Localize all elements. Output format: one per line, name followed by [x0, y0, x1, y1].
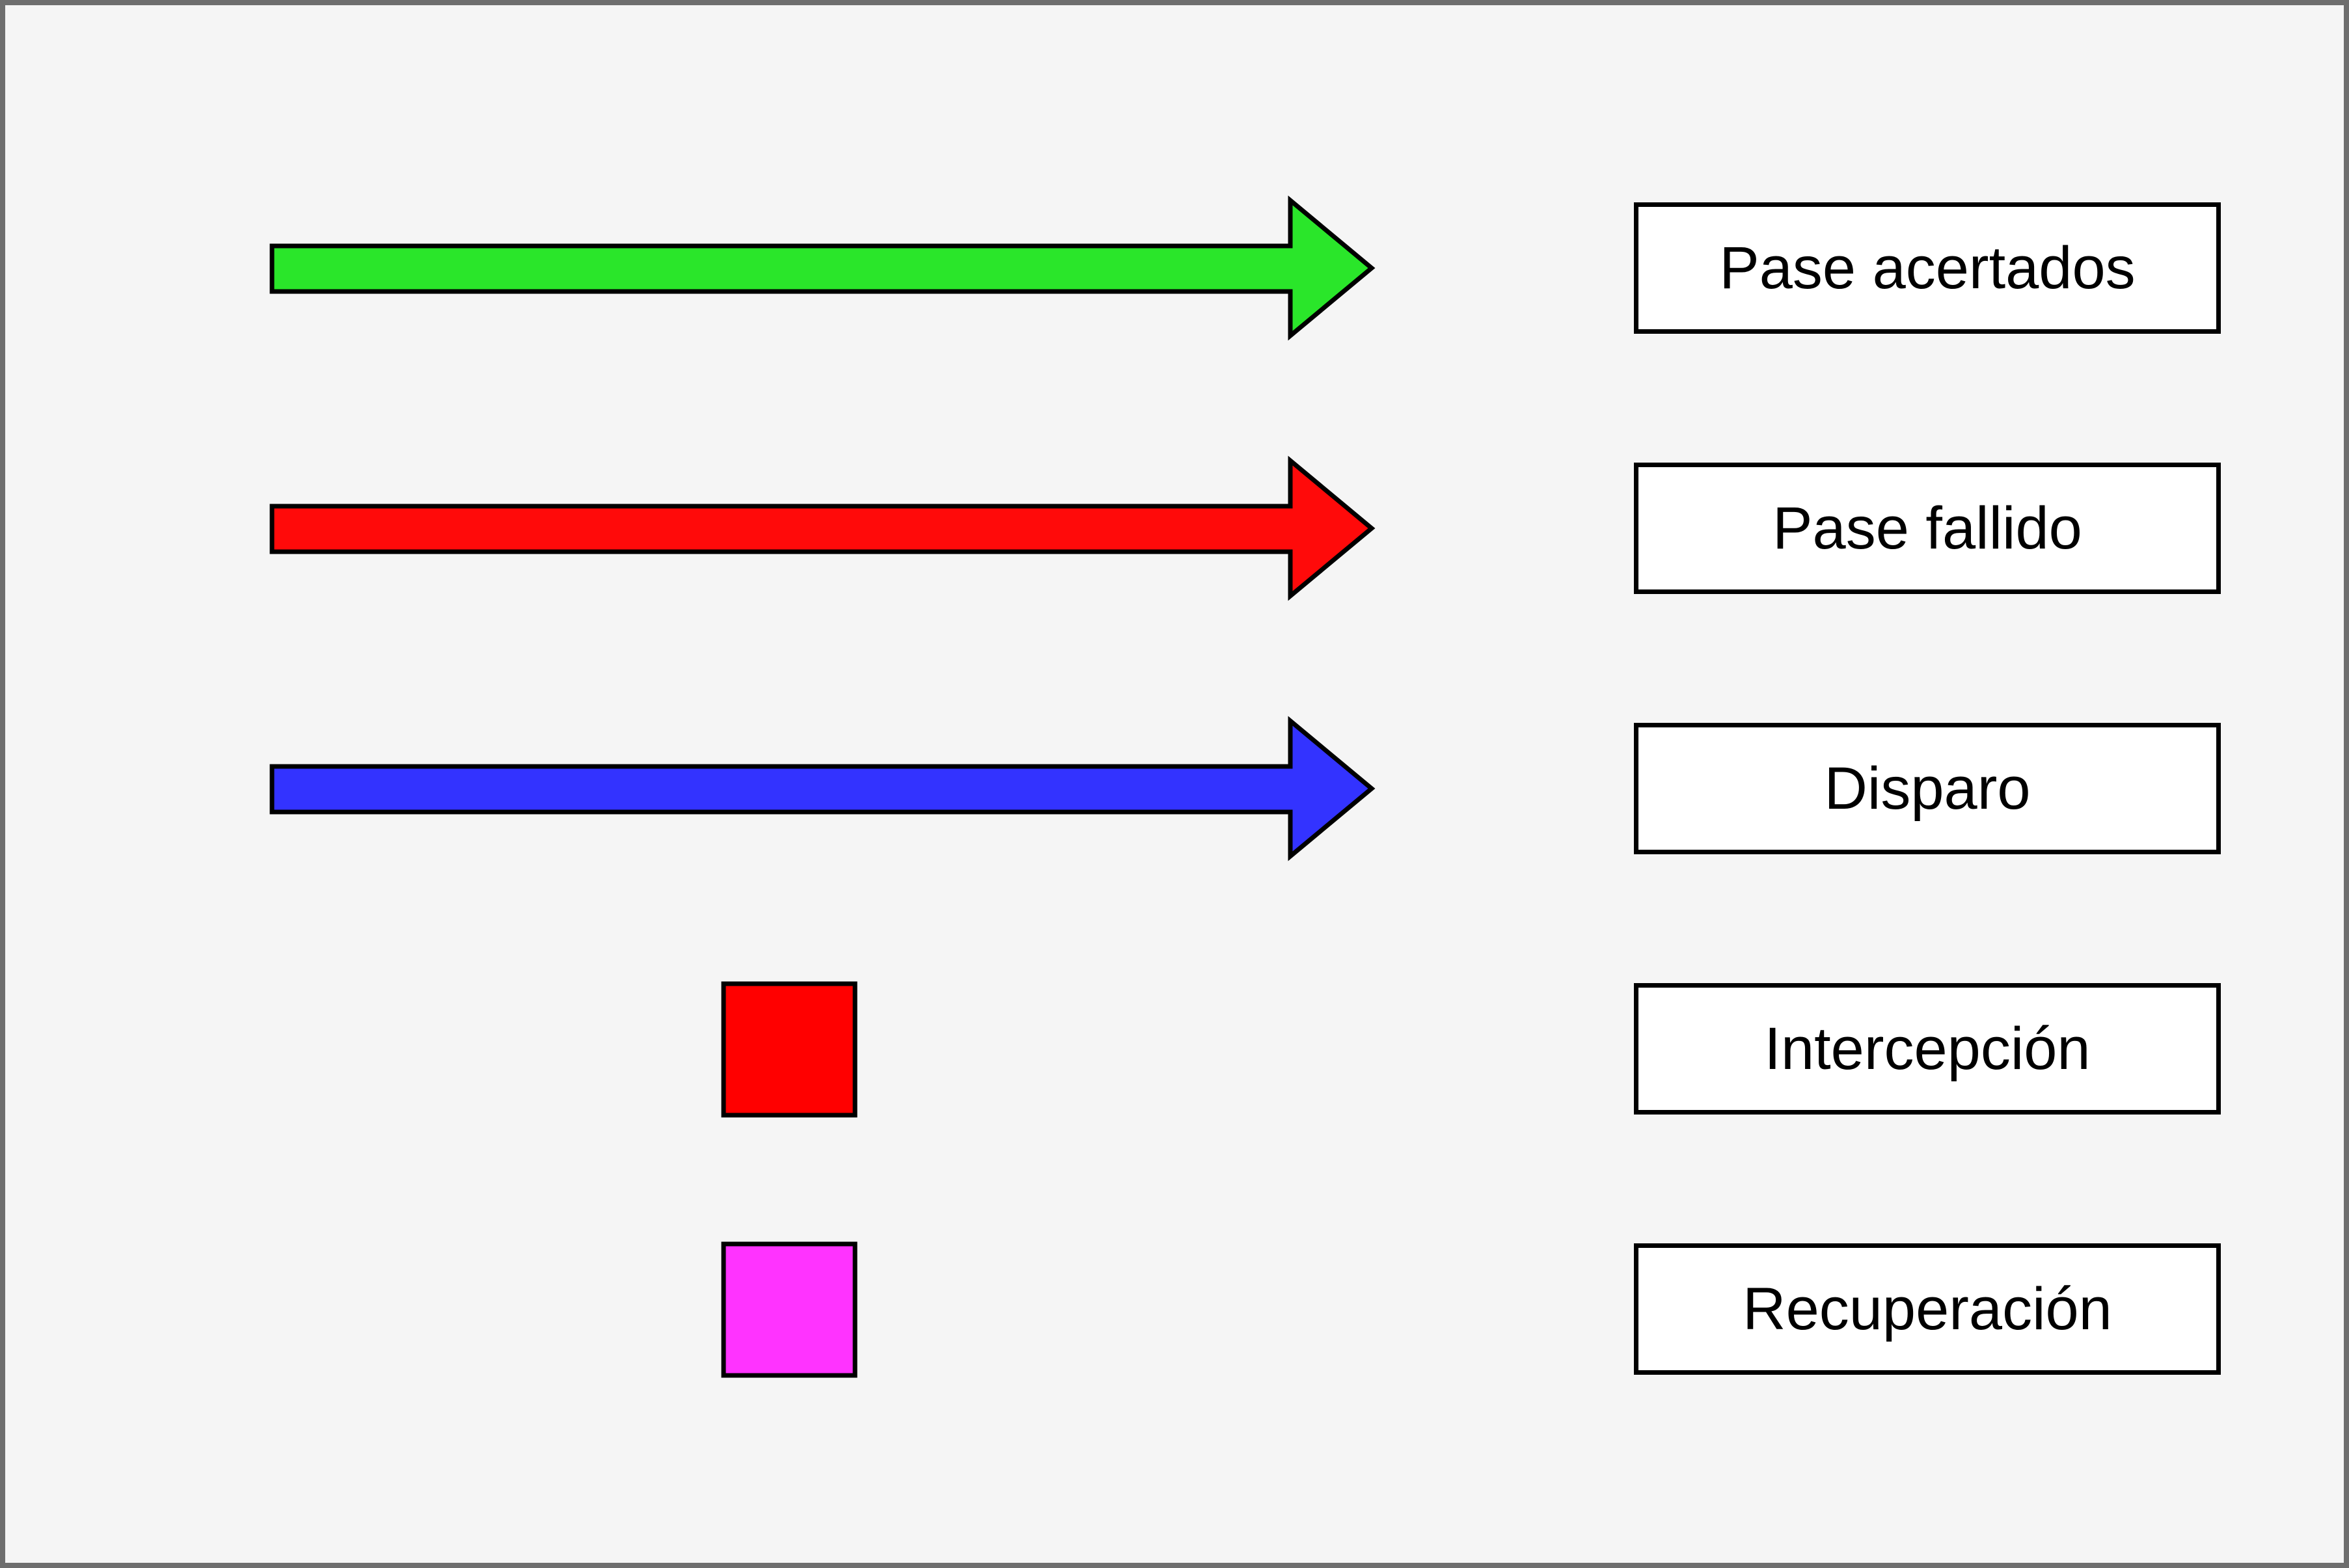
- legend-label-disparo: Disparo: [1634, 723, 2221, 854]
- red-arrow-icon: [269, 455, 1376, 601]
- square-shape: [721, 981, 858, 1118]
- legend-label-pase-acertados: Pase acertados: [1634, 202, 2221, 334]
- green-arrow-icon: [269, 195, 1376, 341]
- arrow-shape: [269, 455, 1376, 601]
- square-shape: [721, 1241, 858, 1378]
- legend-label-intercepcion: Intercepción: [1634, 983, 2221, 1115]
- magenta-square-icon: [721, 1241, 858, 1378]
- blue-arrow-icon: [269, 716, 1376, 861]
- red-square-icon: [721, 981, 858, 1118]
- legend-label-pase-fallido: Pase fallido: [1634, 463, 2221, 594]
- arrow-shape: [269, 195, 1376, 341]
- arrow-shape: [269, 716, 1376, 861]
- legend-label-recuperacion: Recuperación: [1634, 1243, 2221, 1375]
